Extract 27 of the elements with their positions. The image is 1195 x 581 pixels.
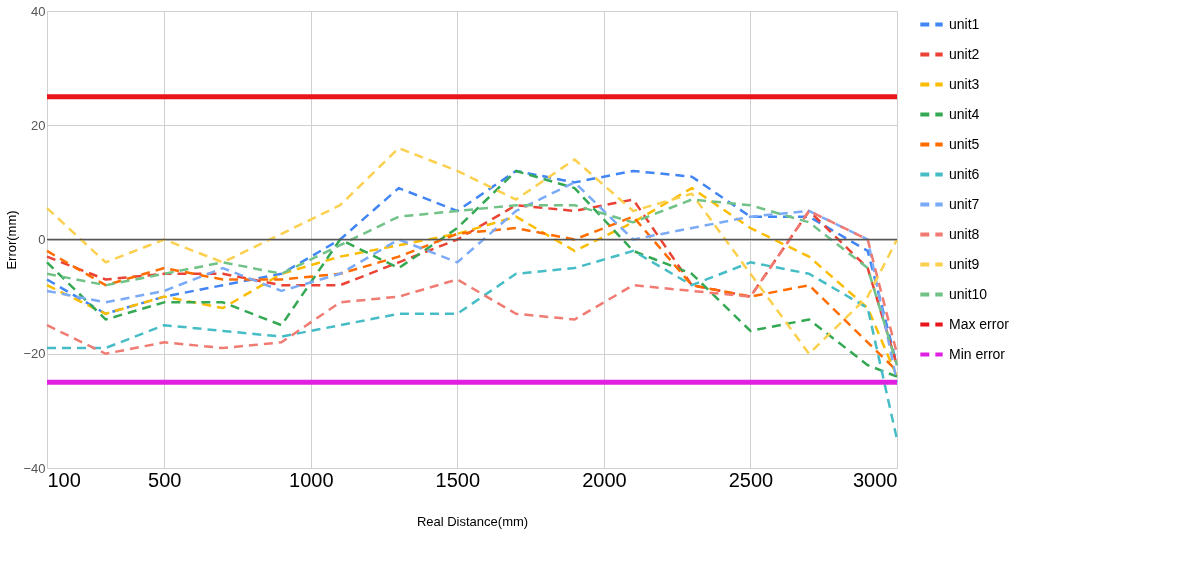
x-tick-label: 1000 (289, 468, 334, 491)
legend-label: unit1 (949, 15, 980, 32)
legend-label: unit7 (949, 195, 980, 212)
legend-label: unit3 (949, 75, 980, 92)
x-tick-label: 500 (148, 468, 182, 491)
legend-label: Max error (949, 315, 1010, 332)
legend-label: unit9 (949, 255, 980, 272)
legend-label: unit6 (949, 165, 980, 182)
y-axis-title: Error(mm) (4, 210, 20, 270)
legend-label: unit5 (949, 135, 980, 152)
y-tick-label: −40 (23, 460, 46, 476)
legend-label: unit4 (949, 105, 980, 122)
x-tick-label: 3000 (853, 468, 898, 491)
legend-label: Min error (949, 345, 1006, 362)
legend-label: unit8 (949, 225, 980, 242)
legend-label: unit10 (949, 285, 988, 302)
y-tick-label: 0 (38, 232, 46, 247)
x-tick-label: 2000 (582, 468, 627, 491)
y-tick-label: 20 (31, 117, 46, 133)
y-tick-label: −20 (23, 346, 46, 362)
x-tick-label: 2500 (728, 468, 774, 491)
x-tick-label: 100 (47, 468, 81, 491)
line-series (45, 146, 899, 355)
x-axis-title: Real Distance(mm) (416, 513, 529, 529)
legend-label: unit2 (949, 45, 980, 62)
y-tick-label: 40 (31, 3, 46, 19)
x-tick-label: 1500 (435, 468, 481, 491)
